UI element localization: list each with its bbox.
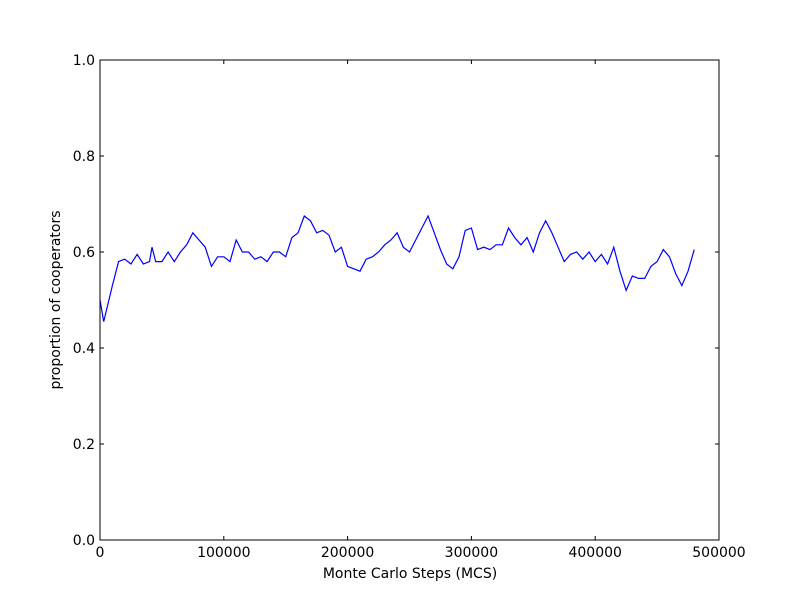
x-tick-label: 500000: [692, 545, 745, 561]
y-tick-label: 0.6: [73, 245, 95, 261]
x-tick-label: 0: [96, 545, 105, 561]
x-tick-label: 100000: [197, 545, 250, 561]
y-axis-label: proportion of cooperators: [48, 210, 64, 389]
x-tick-label: 300000: [445, 545, 498, 561]
line: [99, 214, 695, 322]
x-tick-label: 200000: [321, 545, 374, 561]
x-axis-label: Monte Carlo Steps (MCS): [323, 566, 497, 582]
y-tick-label: 0.2: [73, 437, 95, 453]
y-tick-label: 1.0: [73, 53, 95, 69]
x-tick-label: 400000: [568, 545, 621, 561]
y-tick-label: 0.8: [73, 149, 95, 165]
axes-frame: [99, 59, 720, 541]
y-tick-label: 0.0: [73, 533, 95, 549]
y-tick-label: 0.4: [73, 341, 95, 357]
